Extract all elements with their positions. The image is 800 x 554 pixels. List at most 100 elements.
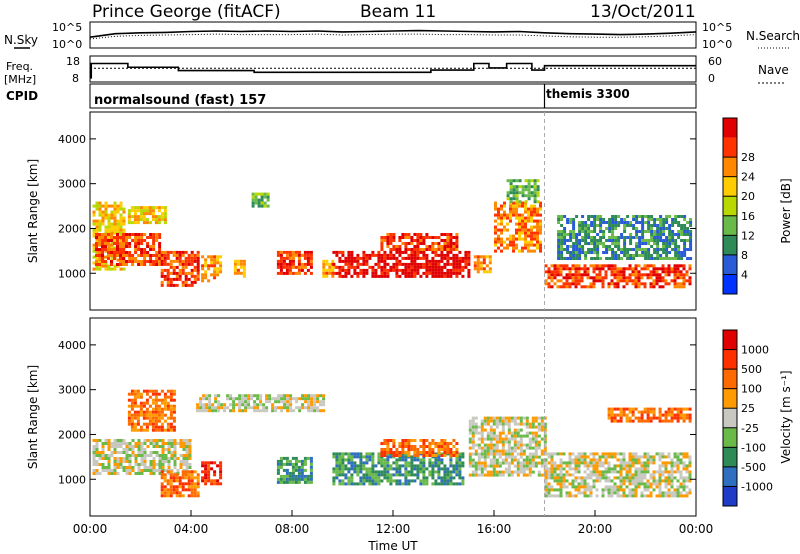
velocity-region-0	[92, 439, 192, 475]
power-cbar-swatch	[723, 196, 737, 216]
velocity-region-3	[201, 461, 223, 486]
date-title: 13/Oct/2011	[590, 2, 696, 22]
power-region-6	[251, 192, 270, 208]
noise-ytick-top-right: 10^5	[702, 21, 732, 34]
cpid-label: CPID	[6, 89, 38, 103]
freq-label-line1: Freq.	[6, 60, 33, 73]
velocity-cbar-swatch	[723, 369, 737, 389]
velocity-cbar-tick-label: -1000	[741, 480, 773, 493]
nsky-label: N.Sky	[4, 33, 38, 47]
power-cbar-tick-label: 20	[741, 190, 755, 203]
power-cbar-swatch	[723, 137, 737, 158]
nave-ytick-top: 60	[708, 55, 722, 68]
power-cbar-swatch	[723, 176, 737, 197]
power-ylabel: Slant Range [km]	[26, 159, 40, 263]
cpid-segment-2: themis 3300	[546, 87, 630, 101]
power-cbar-swatch	[723, 254, 737, 275]
noise-ytick-bottom-right: 10^0	[702, 38, 732, 51]
velocity-y-axis: 1000 2000 3000 4000	[58, 339, 696, 486]
velocity-panel: 1000 2000 3000 4000 00:00 04:00 08:00 12:00 16:…	[26, 317, 793, 553]
power-cbar-tick-label: 4	[741, 268, 748, 281]
power-region-10	[380, 233, 459, 251]
power-cbar-tick-label: 12	[741, 229, 755, 242]
velocity-ylabel: Slant Range [km]	[26, 365, 40, 469]
power-region-14	[544, 264, 692, 289]
power-region-15	[557, 215, 693, 260]
freq-label-line2: [MHz]	[4, 73, 36, 86]
nave-ytick-bottom: 0	[708, 72, 715, 85]
velocity-ytick-label: 1000	[58, 473, 86, 486]
noise-ytick-top: 10^5	[52, 21, 82, 34]
velocity-cbar-tick-label: -25	[741, 422, 759, 435]
station-title: Prince George (fitACF)	[92, 2, 281, 22]
velocity-cbar-swatch	[723, 388, 737, 409]
power-panel-frame	[89, 111, 697, 311]
freq-ytick-bottom: 8	[72, 72, 79, 85]
power-ytick-label: 2000	[58, 222, 86, 235]
velocity-cbar-swatch	[723, 447, 737, 467]
freq-ytick-top: 18	[66, 55, 80, 68]
velocity-cbar-tick-label: 100	[741, 383, 762, 396]
xtick-label: 04:00	[174, 522, 209, 536]
nsky-line	[89, 29, 697, 38]
xtick-label: 16:00	[477, 522, 512, 536]
power-region-12	[494, 201, 542, 253]
velocity-cbar-swatch	[723, 349, 737, 370]
cpid-panel-frame	[89, 83, 697, 109]
power-cbar-tick-label: 28	[741, 151, 755, 164]
velocity-cbar-tick-label: 500	[741, 363, 762, 376]
velocity-region-9	[544, 452, 692, 498]
power-region-13	[506, 179, 540, 204]
velocity-cbar-tick-label: -500	[741, 461, 766, 474]
xlabel: Time UT	[367, 539, 418, 553]
velocity-cbar-swatch	[723, 427, 737, 448]
velocity-cbar-swatch	[723, 486, 737, 506]
velocity-cbar-tick-label: 1000	[741, 344, 769, 357]
xtick-label: 08:00	[275, 522, 310, 536]
power-region-1	[95, 233, 162, 266]
power-region-7	[276, 250, 313, 275]
xtick-label: 12:00	[376, 522, 411, 536]
power-regions	[92, 179, 693, 289]
velocity-cbar-label: Velocity [m s⁻¹]	[779, 370, 793, 463]
power-region-11	[473, 255, 492, 274]
power-region-8	[322, 259, 338, 278]
velocity-ytick-label: 3000	[58, 384, 86, 397]
velocity-region-4	[196, 394, 326, 413]
power-ytick-label: 4000	[58, 133, 86, 146]
power-region-4	[201, 255, 223, 283]
velocity-region-1	[127, 389, 176, 432]
power-cbar-label: Power [dB]	[779, 178, 793, 243]
power-region-2	[127, 206, 167, 225]
velocity-region-6	[332, 452, 465, 486]
frequency-panel: Freq. [MHz] 18 8 60 0 Nave	[4, 55, 789, 86]
velocity-region-5	[276, 456, 313, 484]
nave-label: Nave	[758, 63, 789, 77]
cpid-panel: CPID normalsound (fast) 157 themis 3300	[6, 83, 697, 109]
frequency-panel-frame	[89, 55, 697, 83]
power-region-3	[160, 250, 200, 287]
power-cbar-swatch	[723, 157, 737, 177]
frequency-line	[90, 62, 696, 79]
velocity-cbar-tick-label: 25	[741, 402, 755, 415]
velocity-ytick-label: 2000	[58, 428, 86, 441]
power-panel: 1000 2000 3000 4000 Slant Range [km] 4 8 12 16…	[26, 111, 793, 311]
power-cbar-tick-label: 24	[741, 171, 755, 184]
noise-ytick-bottom: 10^0	[52, 38, 82, 51]
xtick-label: 00:00	[73, 522, 108, 536]
velocity-region-7	[380, 439, 459, 457]
power-colorbar: 4 8 12 16 20 24 28	[722, 117, 755, 295]
nsearch-line	[89, 33, 697, 40]
power-ytick-label: 3000	[58, 178, 86, 191]
velocity-ytick-label: 4000	[58, 339, 86, 352]
power-cbar-swatch	[723, 118, 737, 138]
power-cbar-swatch	[723, 215, 737, 236]
nsearch-label: N.Search	[746, 29, 800, 43]
power-region-5	[233, 259, 246, 278]
beam-title: Beam 11	[360, 2, 436, 22]
velocity-region-10	[607, 407, 692, 423]
velocity-cbar-tick-label: -100	[741, 441, 766, 454]
power-cbar-tick-label: 16	[741, 210, 755, 223]
